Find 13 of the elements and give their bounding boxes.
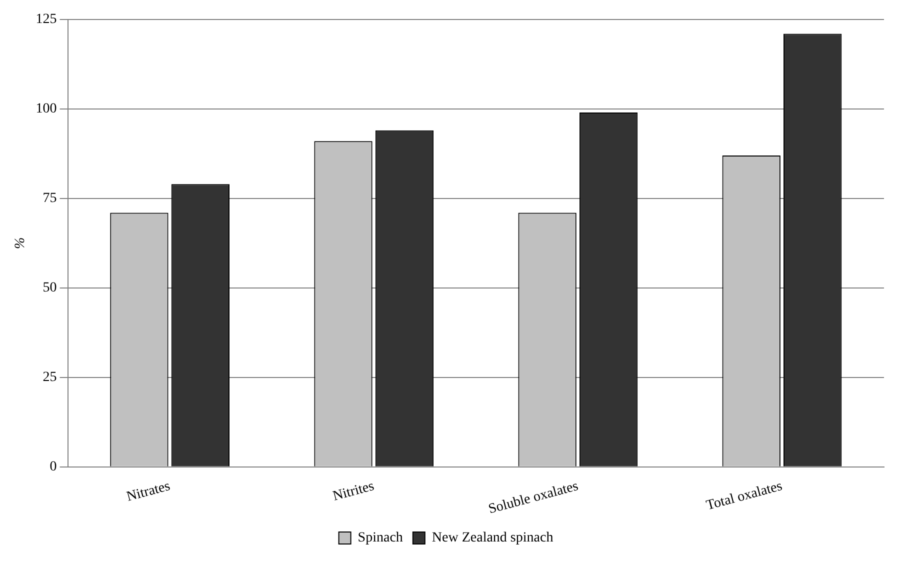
- y-tick-label: 25: [42, 370, 57, 386]
- y-tick-label: 125: [36, 12, 57, 28]
- y-axis-title: %: [13, 237, 28, 249]
- x-tick-label: Nitrites: [331, 478, 376, 504]
- y-tick-label: 0: [50, 460, 57, 475]
- x-tick-label: Total oxalates: [704, 478, 784, 514]
- legend-label: New Zealand spinach: [432, 530, 554, 546]
- y-tick-label: 75: [42, 191, 57, 206]
- x-tick-label: Nitrates: [125, 478, 172, 505]
- y-tick-label: 100: [36, 102, 57, 117]
- y-tick-label: 50: [42, 280, 57, 296]
- legend-label: Spinach: [358, 530, 403, 546]
- x-tick-label: Soluble oxalates: [487, 478, 580, 518]
